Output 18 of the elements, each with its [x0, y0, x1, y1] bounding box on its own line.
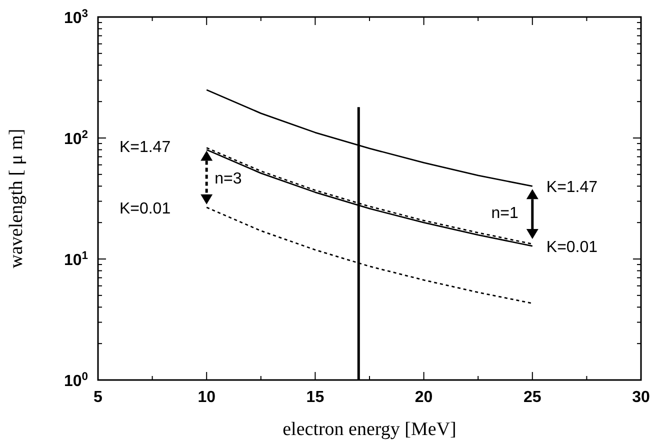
x-tick-label: 30 — [632, 389, 650, 406]
x-tick-label: 15 — [306, 389, 324, 406]
annotation: K=1.47 — [546, 179, 598, 196]
x-axis-title: electron energy [MeV] — [282, 419, 456, 440]
annotation: K=0.01 — [546, 239, 598, 256]
x-tick-label: 20 — [414, 389, 433, 406]
x-tick-label: 5 — [94, 389, 103, 406]
y-tick-label: 10$^{0}$ — [64, 371, 88, 390]
annotation: K=1.47 — [119, 138, 171, 156]
y-tick-label: 10$^{1}$ — [64, 250, 88, 269]
y-tick-label: 10$^{3}$ — [64, 8, 88, 27]
y-tick-label: 10$^{2}$ — [64, 129, 88, 148]
x-tick-label: 10 — [198, 389, 216, 406]
annotation: K=0.01 — [119, 200, 171, 218]
annotation: n=1 — [491, 205, 518, 222]
annotation: n=3 — [214, 170, 242, 188]
x-tick-label: 25 — [524, 389, 542, 406]
y-axis-title: wavelength [ μ m] — [6, 128, 27, 268]
